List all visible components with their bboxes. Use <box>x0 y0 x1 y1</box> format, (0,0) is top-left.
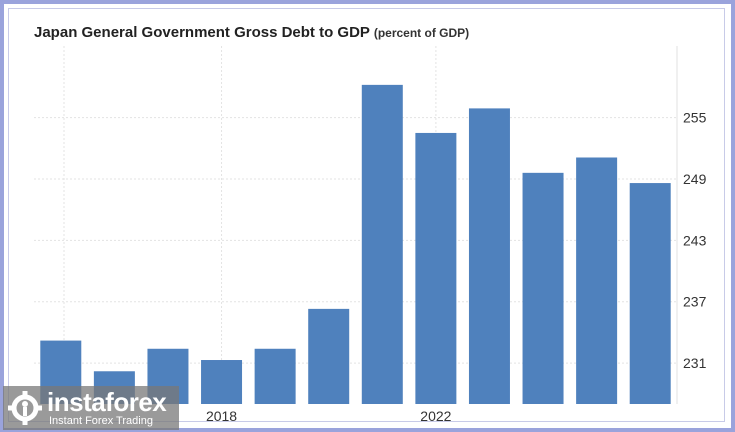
chart-title: Japan General Government Gross Debt to G… <box>34 24 469 41</box>
watermark: instaforex Instant Forex Trading <box>3 386 179 430</box>
bar <box>576 157 618 404</box>
y-tick-label: 237 <box>683 294 707 310</box>
y-tick-label: 255 <box>683 110 707 126</box>
y-tick-label: 231 <box>683 355 707 371</box>
x-tick-label: 2018 <box>206 408 237 424</box>
instaforex-logo-icon <box>8 391 42 425</box>
watermark-brand: instaforex <box>47 387 167 417</box>
chart-title-text: Japan General Government Gross Debt to G… <box>34 24 370 41</box>
chart-subtitle: (percent of GDP) <box>373 26 470 40</box>
watermark-tagline: Instant Forex Trading <box>49 415 153 427</box>
bar <box>201 360 243 404</box>
bar <box>415 132 457 404</box>
y-tick-label: 243 <box>683 232 707 248</box>
bar <box>254 348 296 404</box>
bar <box>629 183 671 404</box>
bar <box>308 308 350 404</box>
bar <box>361 84 403 405</box>
bar <box>468 108 510 404</box>
y-tick-label: 249 <box>683 171 707 187</box>
x-tick-label: 2022 <box>420 408 451 424</box>
bar <box>522 172 564 404</box>
chart-border <box>8 8 725 422</box>
